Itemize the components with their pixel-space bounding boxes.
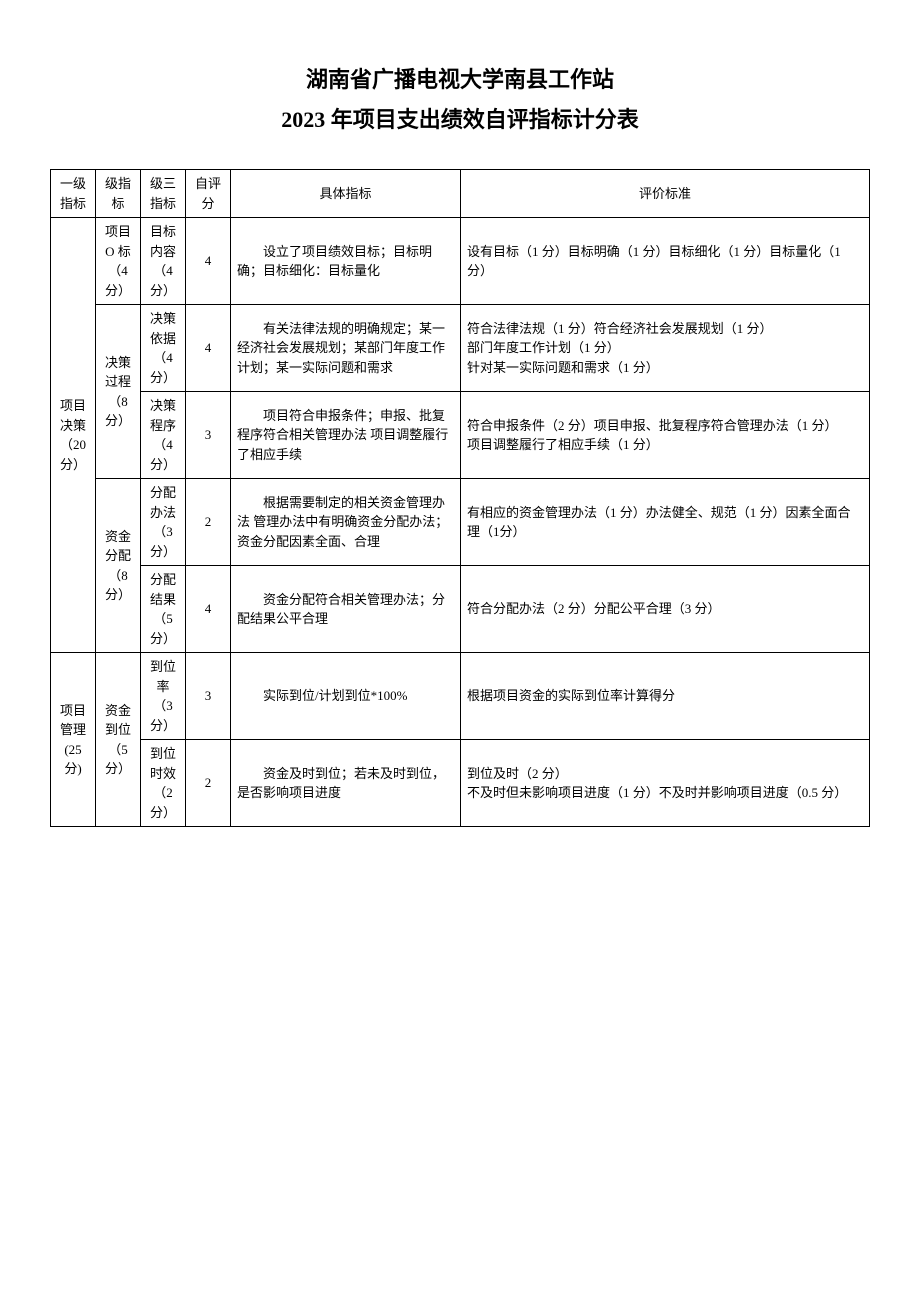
l1-cell: 项目决策（20 分） [51,218,96,653]
score-cell: 4 [186,305,231,392]
hdr-std: 评价标准 [461,170,870,218]
score-cell: 2 [186,479,231,566]
score-cell: 3 [186,653,231,740]
table-row: 到位时效（2分） 2 资金及时到位；若未及时到位，是否影响项目进度 到位及时（2… [51,740,870,827]
table-row: 决策过程（8分） 决策依据（4 分） 4 有关法律法规的明确规定；某一经济社会发… [51,305,870,392]
table-row: 项目管理(25 分) 资金到位（5分） 到位率（3分） 3 实际到位/计划到位*… [51,653,870,740]
std-cell: 到位及时（2 分）不及时但未影响项目进度（1 分）不及时并影响项目进度（0.5 … [461,740,870,827]
l3-cell: 分配结果（5分） [141,566,186,653]
std-cell: 设有目标（1 分）目标明确（1 分）目标细化（1 分）目标量化（1 分） [461,218,870,305]
detail-cell: 根据需要制定的相关资金管理办法 管理办法中有明确资金分配办法；资金分配因素全面、… [231,479,461,566]
detail-cell: 实际到位/计划到位*100% [231,653,461,740]
l2-cell: 资金分配（8分） [96,479,141,653]
title-line-1: 湖南省广播电视大学南县工作站 [50,60,870,100]
detail-cell: 资金分配符合相关管理办法；分配结果公平合理 [231,566,461,653]
detail-cell: 有关法律法规的明确规定；某一经济社会发展规划；某部门年度工作计划；某一实际问题和… [231,305,461,392]
l3-cell: 分配办法（3分） [141,479,186,566]
detail-cell: 项目符合申报条件；申报、批复程序符合相关管理办法 项目调整履行了相应手续 [231,392,461,479]
detail-cell: 资金及时到位；若未及时到位，是否影响项目进度 [231,740,461,827]
l3-cell: 目标内容（4分） [141,218,186,305]
std-cell: 有相应的资金管理办法（1 分）办法健全、规范（1 分）因素全面合理（1分） [461,479,870,566]
hdr-l1: 一级指标 [51,170,96,218]
hdr-detail: 具体指标 [231,170,461,218]
table-row: 项目决策（20 分） 项目 O 标（4分） 目标内容（4分） 4 设立了项目绩效… [51,218,870,305]
score-cell: 4 [186,566,231,653]
l2-cell: 决策过程（8分） [96,305,141,479]
std-cell: 符合申报条件（2 分）项目申报、批复程序符合管理办法（1 分）项目调整履行了相应… [461,392,870,479]
l3-cell: 决策程序（4分） [141,392,186,479]
l3-cell: 到位率（3分） [141,653,186,740]
table-header-row: 一级指标 级指标 级三指标 自评分 具体指标 评价标准 [51,170,870,218]
score-cell: 2 [186,740,231,827]
title-line-2: 2023 年项目支出绩效自评指标计分表 [50,100,870,140]
l3-cell: 到位时效（2分） [141,740,186,827]
l2-cell: 项目 O 标（4分） [96,218,141,305]
score-cell: 4 [186,218,231,305]
l1-cell: 项目管理(25 分) [51,653,96,827]
hdr-l2: 级指标 [96,170,141,218]
hdr-l3: 级三指标 [141,170,186,218]
table-row: 决策程序（4分） 3 项目符合申报条件；申报、批复程序符合相关管理办法 项目调整… [51,392,870,479]
score-table: 一级指标 级指标 级三指标 自评分 具体指标 评价标准 项目决策（20 分） 项… [50,169,870,827]
std-cell: 符合法律法规（1 分）符合经济社会发展规划（1 分）部门年度工作计划（1 分）针… [461,305,870,392]
std-cell: 符合分配办法（2 分）分配公平合理（3 分） [461,566,870,653]
title-block: 湖南省广播电视大学南县工作站 2023 年项目支出绩效自评指标计分表 [50,60,870,139]
std-cell: 根据项目资金的实际到位率计算得分 [461,653,870,740]
l2-cell: 资金到位（5分） [96,653,141,827]
score-cell: 3 [186,392,231,479]
table-row: 分配结果（5分） 4 资金分配符合相关管理办法；分配结果公平合理 符合分配办法（… [51,566,870,653]
detail-cell: 设立了项目绩效目标；目标明确；目标细化：目标量化 [231,218,461,305]
l3-cell: 决策依据（4 分） [141,305,186,392]
table-row: 资金分配（8分） 分配办法（3分） 2 根据需要制定的相关资金管理办法 管理办法… [51,479,870,566]
hdr-score: 自评分 [186,170,231,218]
